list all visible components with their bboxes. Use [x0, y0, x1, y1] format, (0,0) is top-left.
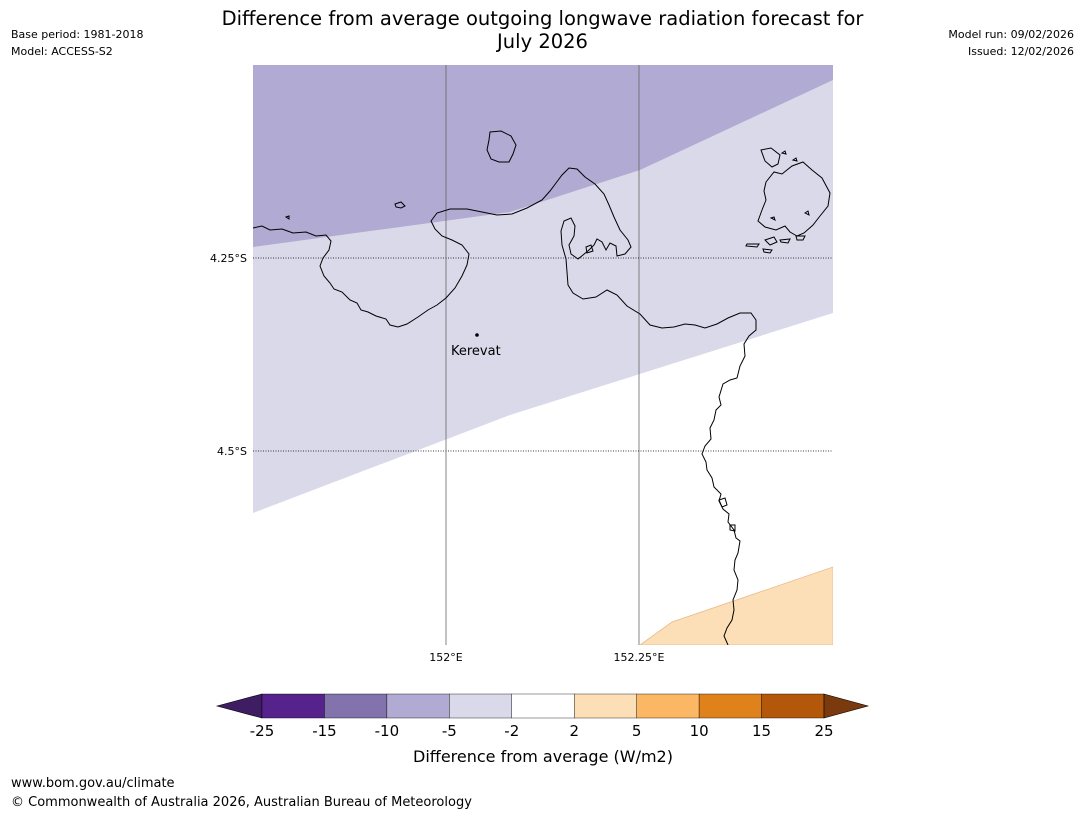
coastline-small-islets: [745, 150, 810, 254]
header-meta-left: Base period: 1981-2018 Model: ACCESS-S2: [11, 26, 143, 60]
header-meta-right: Model run: 09/02/2026 Issued: 12/02/2026: [948, 26, 1074, 60]
model-run-text: Model run: 09/02/2026: [948, 28, 1074, 41]
colorbar-swatch: [761, 693, 825, 719]
anomaly-region-2-to-5: [639, 566, 833, 645]
lat-label-4-25s: 4.25°S: [210, 252, 247, 265]
colorbar-tick-label: 2: [569, 722, 579, 740]
colorbar: -25 -15 -10 -5 -2 2 5 10 15 25 Difference from av…: [215, 693, 870, 766]
lon-label-152e: 152°E: [429, 651, 462, 664]
colorbar-tick-label: 15: [752, 722, 771, 740]
colorbar-swatch: [449, 693, 512, 719]
colorbar-swatch: [261, 693, 325, 719]
coastline-gazelle-west: [253, 167, 757, 645]
colorbar-swatch: [636, 693, 700, 719]
issued-text: Issued: 12/02/2026: [967, 45, 1074, 58]
colorbar-extend-high: [823, 693, 870, 719]
coastline-small-island-a: [394, 201, 406, 209]
footer-url: www.bom.gov.au/climate: [11, 776, 175, 791]
colorbar-tick-label: 10: [690, 722, 709, 740]
coastline-watom-island: [486, 130, 517, 163]
colorbar-tick-label: -25: [250, 722, 275, 740]
anomaly-region-minus-5-to-minus-10: [253, 65, 833, 247]
colorbar-tick-label: -10: [375, 722, 400, 740]
lon-label-152-25e: 152.25°E: [614, 651, 665, 664]
colorbar-swatch: [386, 693, 450, 719]
colorbar-swatches: [215, 693, 870, 719]
page-title: Difference from average outgoing longwav…: [0, 7, 1085, 53]
title-line-1: Difference from average outgoing longwav…: [221, 7, 864, 30]
colorbar-tick-label: 25: [814, 722, 833, 740]
coastline-duke-of-york-islands: [757, 147, 831, 237]
colorbar-swatch: [574, 693, 637, 719]
footer-copyright: © Commonwealth of Australia 2026, Austra…: [11, 795, 472, 810]
model-text: Model: ACCESS-S2: [11, 45, 113, 58]
kerevat-label: Kerevat: [451, 344, 501, 359]
coastline-small-island-b: [284, 215, 290, 220]
colorbar-tick-label: -5: [442, 722, 457, 740]
kerevat-marker: [475, 333, 479, 337]
colorbar-tick-label: 5: [632, 722, 642, 740]
colorbar-swatch: [698, 693, 762, 719]
coastline-small-island-c: [585, 244, 594, 254]
colorbar-ticks: -25 -15 -10 -5 -2 2 5 10 15 25: [250, 722, 834, 740]
map-fill-layer: [253, 65, 833, 645]
colorbar-swatch: [511, 693, 575, 719]
graticule: [253, 65, 833, 645]
title-line-2: July 2026: [497, 30, 588, 53]
lat-label-4-5s: 4.5°S: [217, 445, 247, 458]
colorbar-swatch: [324, 693, 388, 719]
coastlines: [253, 130, 831, 645]
colorbar-extend-low: [215, 693, 263, 719]
colorbar-label: Difference from average (W/m2): [413, 747, 673, 766]
colorbar-tick-label: -15: [312, 722, 337, 740]
base-period-text: Base period: 1981-2018: [11, 28, 144, 41]
colorbar-tick-label: -2: [504, 722, 519, 740]
coastline-small-island-d: [718, 497, 736, 532]
